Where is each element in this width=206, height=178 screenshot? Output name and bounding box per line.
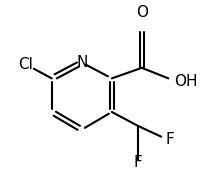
Text: OH: OH — [174, 74, 198, 88]
Text: F: F — [166, 132, 174, 147]
Text: O: O — [136, 5, 148, 20]
Text: Cl: Cl — [18, 57, 33, 72]
Text: F: F — [134, 155, 143, 170]
Text: N: N — [76, 55, 88, 70]
